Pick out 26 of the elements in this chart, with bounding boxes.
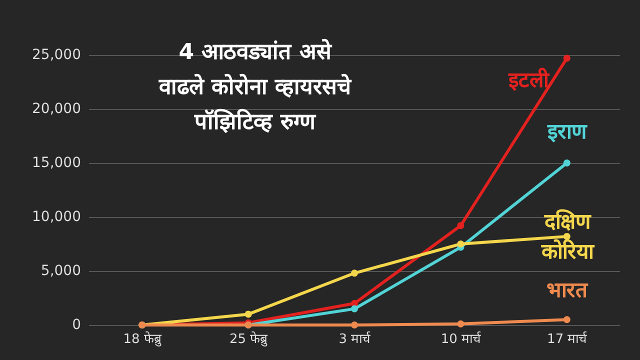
point	[457, 320, 464, 328]
x-tick-label: 18 फेब्रु	[123, 331, 162, 347]
point	[351, 270, 358, 277]
y-tick-label: 15,000	[32, 155, 81, 171]
y-tick-label: 20,000	[32, 101, 81, 117]
x-tick-label: 3 मार्च	[338, 331, 372, 347]
point	[351, 322, 358, 328]
x-tick-label: 25 फेब्रु	[229, 331, 268, 347]
y-tick-label: 10,000	[32, 209, 81, 225]
y-tick-label: 25,000	[32, 47, 81, 63]
y-tick-label: 0	[72, 317, 81, 333]
point	[457, 222, 464, 230]
y-tick-label: 5,000	[40, 263, 81, 279]
series-label: इटली	[507, 67, 550, 92]
point	[457, 240, 464, 248]
series-label: दक्षिण कोरिया	[540, 208, 596, 264]
point	[351, 305, 358, 312]
x-tick-label: 10 मार्च	[440, 331, 482, 347]
point	[563, 316, 570, 324]
point	[244, 310, 252, 318]
series-label: भारत	[546, 278, 588, 302]
x-tick-label: 17 मार्च	[547, 331, 588, 347]
point	[563, 54, 570, 62]
series-label: इराण	[546, 120, 588, 144]
point	[563, 160, 570, 166]
text: 4 आठवड्यांत असे वाढले कोरोना व्हायरसचे पॉझिटिव्ह रुग्ण	[158, 38, 352, 135]
